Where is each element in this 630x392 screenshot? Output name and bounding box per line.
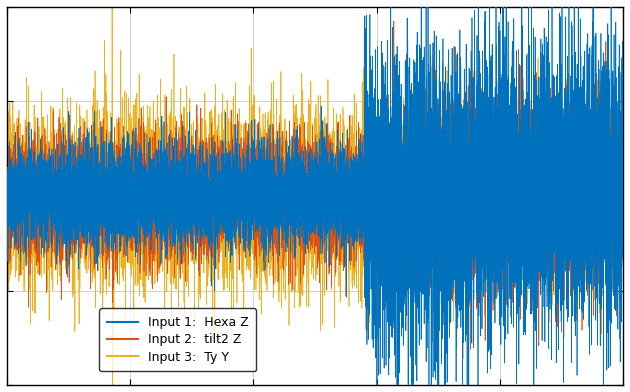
Input 3:  Ty Y: (45, -0.397): Ty Y: (45, -0.397) [6, 269, 13, 273]
Input 3:  Ty Y: (4.89e+03, -0.248): Ty Y: (4.89e+03, -0.248) [304, 241, 312, 245]
Input 1:  Hexa Z: (1.96e+03, 0.0111): Hexa Z: (1.96e+03, 0.0111) [124, 192, 132, 196]
Line: Input 3:  Ty Y: Input 3: Ty Y [7, 0, 623, 392]
Input 2:  tilt2 Z: (4.89e+03, 0.239): tilt2 Z: (4.89e+03, 0.239) [304, 149, 312, 153]
Input 3:  Ty Y: (0, 0.372): Ty Y: (0, 0.372) [3, 123, 11, 128]
Input 2:  tilt2 Z: (6.28e+03, 0.924): tilt2 Z: (6.28e+03, 0.924) [390, 19, 398, 24]
Line: Input 2:  tilt2 Z: Input 2: tilt2 Z [7, 21, 623, 359]
Input 1:  Hexa Z: (45, -0.107): Hexa Z: (45, -0.107) [6, 214, 13, 219]
Input 1:  Hexa Z: (598, -0.128): Hexa Z: (598, -0.128) [40, 218, 48, 223]
Input 2:  tilt2 Z: (0, -0.0226): tilt2 Z: (0, -0.0226) [3, 198, 11, 203]
Input 1:  Hexa Z: (4.89e+03, -0.0424): Hexa Z: (4.89e+03, -0.0424) [304, 201, 312, 206]
Input 3:  Ty Y: (598, 0.419): Ty Y: (598, 0.419) [40, 114, 48, 119]
Legend: Input 1:  Hexa Z, Input 2:  tilt2 Z, Input 3:  Ty Y: Input 1: Hexa Z, Input 2: tilt2 Z, Input… [100, 309, 256, 371]
Line: Input 1:  Hexa Z: Input 1: Hexa Z [7, 0, 623, 392]
Input 2:  tilt2 Z: (7.4e+03, -0.863): tilt2 Z: (7.4e+03, -0.863) [459, 357, 467, 361]
Input 2:  tilt2 Z: (1e+04, -0.0813): tilt2 Z: (1e+04, -0.0813) [619, 209, 627, 214]
Input 3:  Ty Y: (9.47e+03, 0.259): Ty Y: (9.47e+03, 0.259) [587, 145, 594, 149]
Input 2:  tilt2 Z: (45, 0.00177): tilt2 Z: (45, 0.00177) [6, 193, 13, 198]
Input 2:  tilt2 Z: (1.96e+03, -0.292): tilt2 Z: (1.96e+03, -0.292) [124, 249, 132, 254]
Input 2:  tilt2 Z: (414, 0.029): tilt2 Z: (414, 0.029) [29, 188, 37, 193]
Input 1:  Hexa Z: (0, -0.11): Hexa Z: (0, -0.11) [3, 214, 11, 219]
Input 2:  tilt2 Z: (9.47e+03, 0.262): tilt2 Z: (9.47e+03, 0.262) [587, 144, 594, 149]
Input 2:  tilt2 Z: (598, 0.162): tilt2 Z: (598, 0.162) [40, 163, 48, 168]
Input 1:  Hexa Z: (1e+04, -0.373): Hexa Z: (1e+04, -0.373) [619, 264, 627, 269]
Input 3:  Ty Y: (1e+04, -0.288): Ty Y: (1e+04, -0.288) [619, 248, 627, 253]
Input 1:  Hexa Z: (414, -0.0392): Hexa Z: (414, -0.0392) [29, 201, 37, 206]
Input 3:  Ty Y: (414, -0.0289): Ty Y: (414, -0.0289) [29, 199, 37, 204]
Input 1:  Hexa Z: (9.47e+03, 0.0972): Hexa Z: (9.47e+03, 0.0972) [587, 175, 594, 180]
Input 3:  Ty Y: (1.96e+03, 0.0431): Ty Y: (1.96e+03, 0.0431) [124, 185, 132, 190]
